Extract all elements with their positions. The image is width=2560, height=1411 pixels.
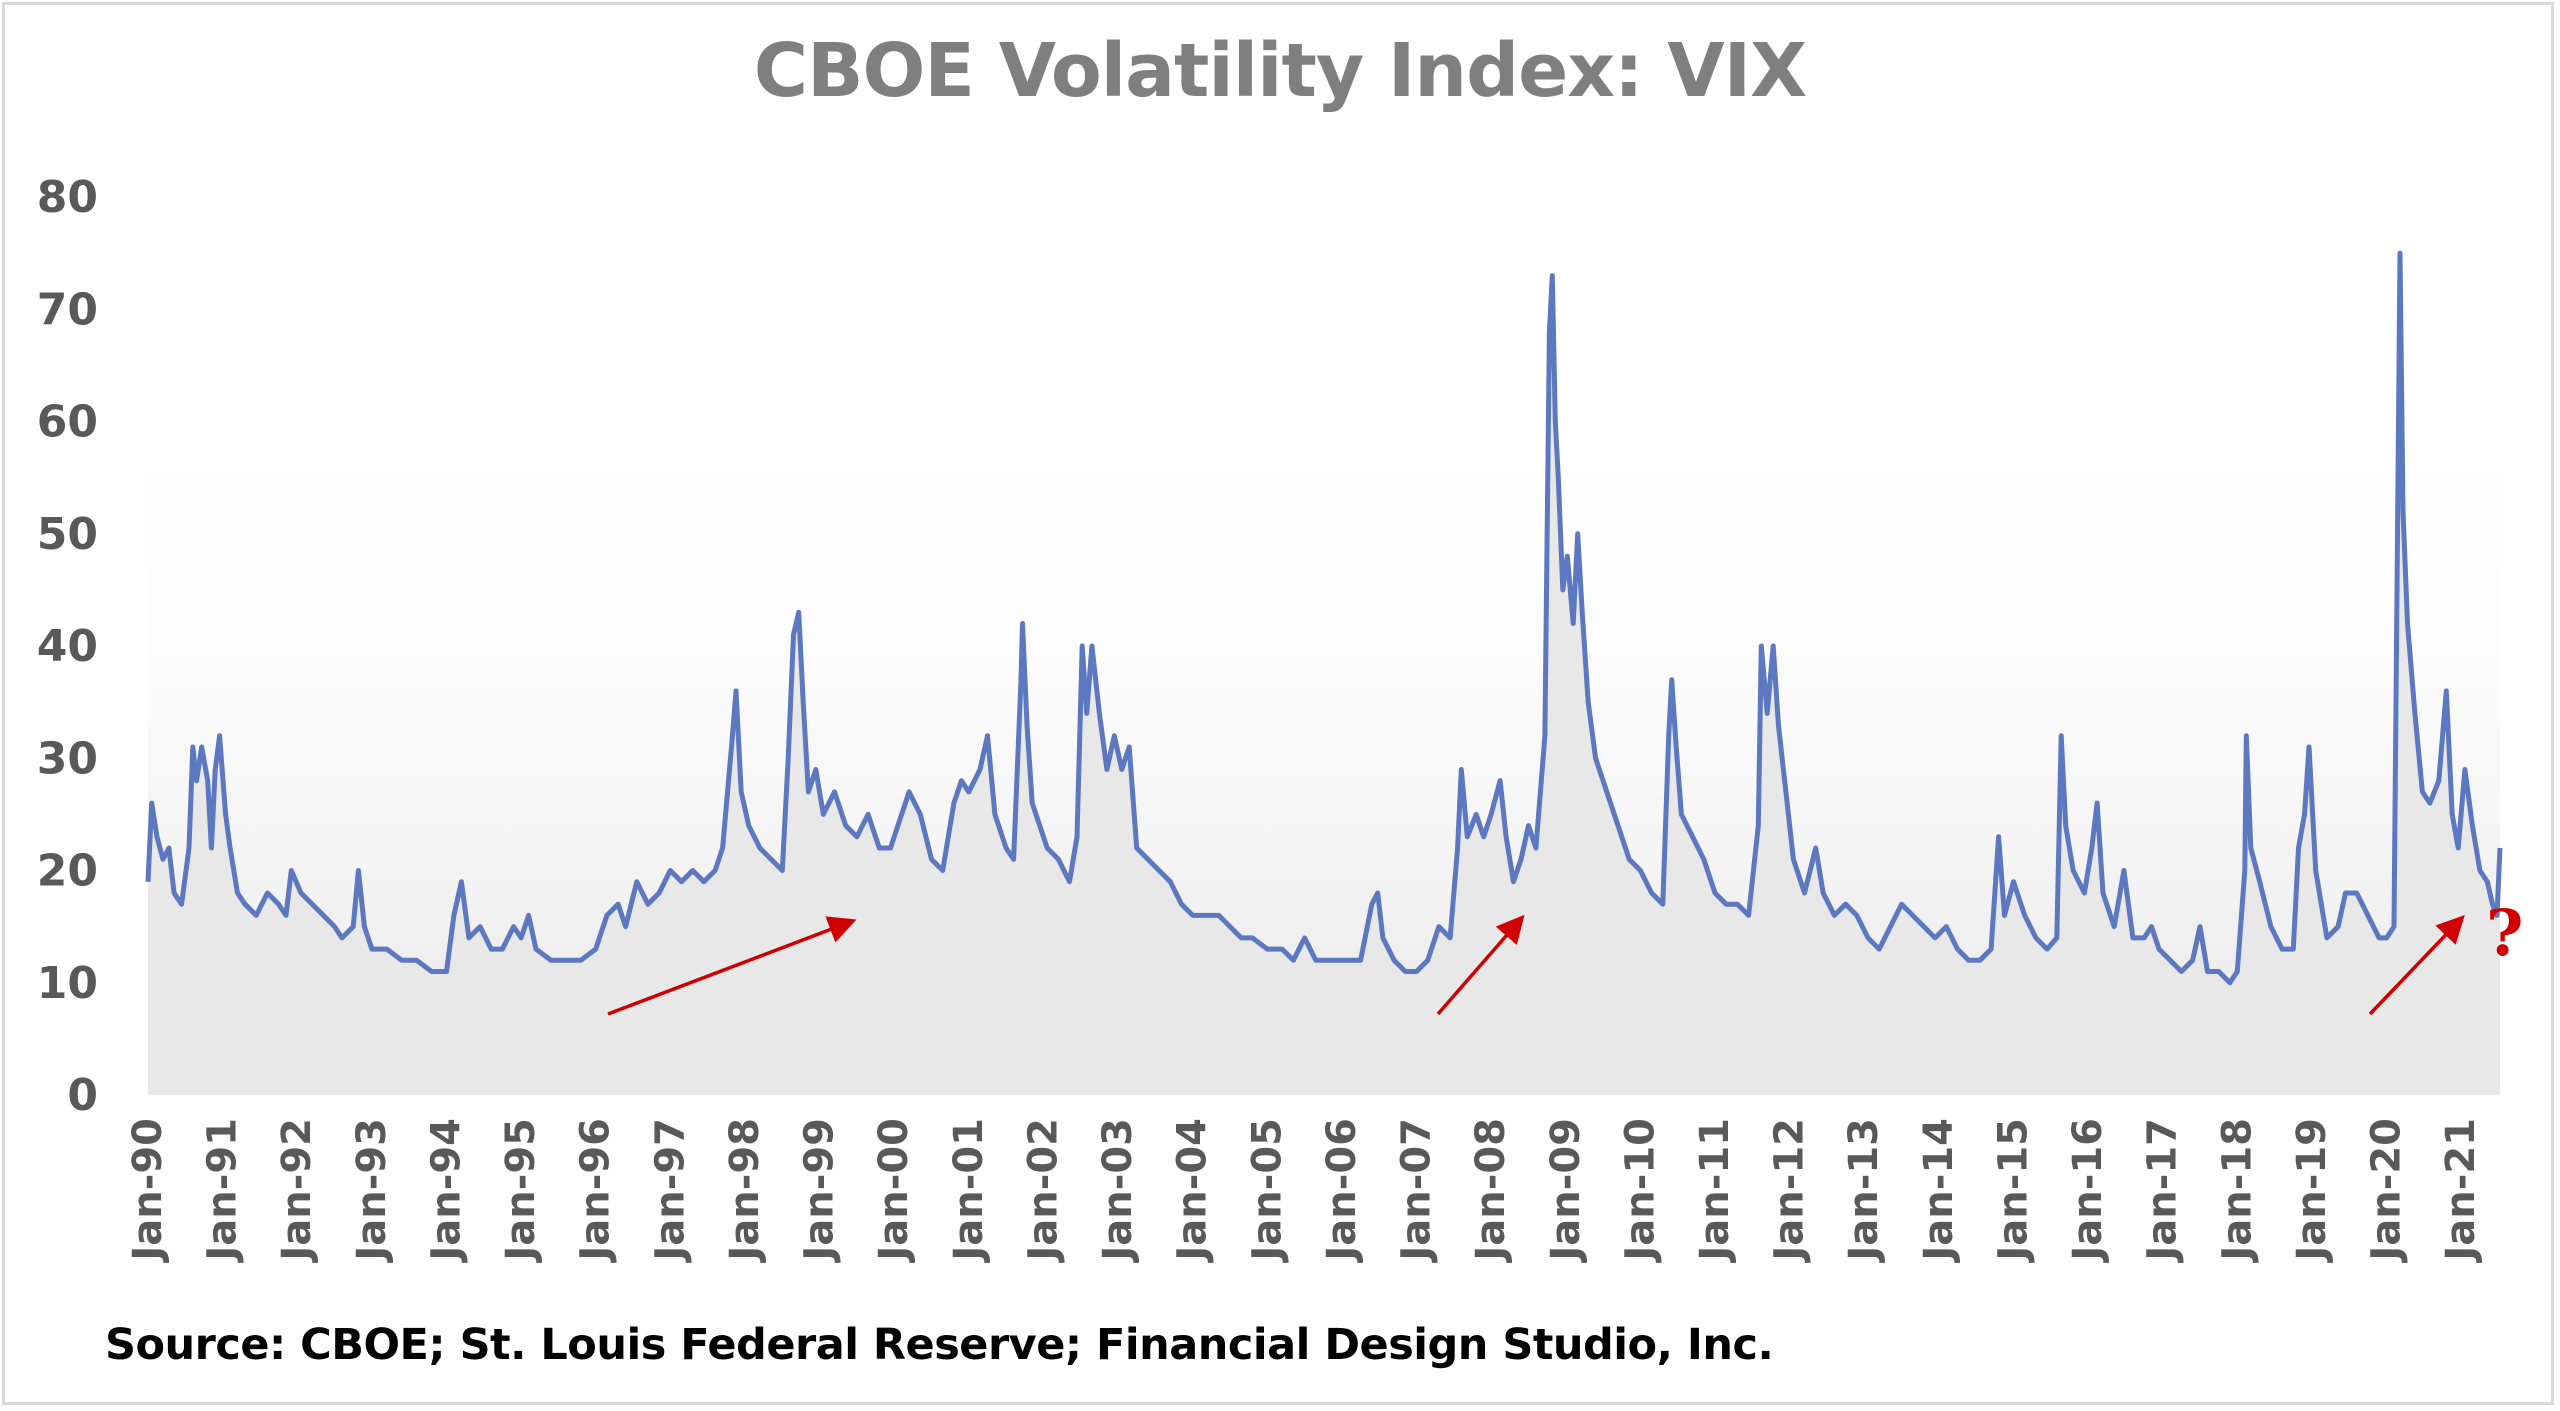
trend-arrow-2007 [1436,914,1525,1016]
x-tick-label: Jan-08 [1468,1118,1514,1264]
y-tick-label: 20 [37,846,98,897]
x-tick-label: Jan-92 [274,1118,320,1264]
vix-series-line [145,250,2503,986]
x-tick-label: Jan-02 [1020,1118,1066,1264]
y-tick-label: 80 [37,172,98,223]
x-tick-label: Jan-15 [1990,1118,2036,1264]
x-tick-label: Jan-97 [647,1118,693,1264]
series-area-fill [148,253,2500,1096]
x-tick-label: Jan-99 [797,1118,843,1264]
x-tick-label: Jan-03 [1095,1118,1141,1264]
trend-arrow-2021 [2368,914,2465,1016]
x-tick-label: Jan-18 [2214,1118,2260,1264]
x-tick-label: Jan-05 [1244,1118,1290,1264]
x-tick-label: Jan-09 [1543,1118,1589,1264]
x-tick-label: Jan-95 [498,1118,544,1264]
source-note: Source: CBOE; St. Louis Federal Reserve;… [105,1320,1774,1370]
y-tick-label: 50 [37,509,98,560]
y-tick-label: 0 [67,1070,98,1121]
x-tick-label: Jan-06 [1319,1118,1365,1264]
trend-arrow-1997 [607,916,857,1016]
x-tick-label: Jan-12 [1767,1118,1813,1264]
chart-title: CBOE Volatility Index: VIX [753,28,1807,114]
x-tick-label: Jan-98 [722,1118,768,1264]
x-tick-label: Jan-10 [1617,1118,1663,1264]
x-tick-label: Jan-17 [2140,1118,2186,1264]
x-tick-label: Jan-11 [1692,1118,1738,1264]
x-tick-label: Jan-91 [200,1118,246,1264]
x-tick-label: Jan-90 [125,1118,171,1264]
x-tick-label: Jan-19 [2289,1118,2335,1264]
y-tick-label: 60 [37,397,98,448]
y-tick-label: 40 [37,621,98,672]
y-tick-label: 10 [37,958,98,1009]
x-tick-label: Jan-20 [2364,1118,2410,1264]
question-mark-annotation: ? [2486,896,2524,971]
y-tick-label: 30 [37,733,98,784]
x-tick-label: Jan-07 [1394,1118,1440,1264]
x-tick-label: Jan-14 [1916,1118,1962,1264]
x-tick-label: Jan-00 [871,1118,917,1264]
x-tick-label: Jan-13 [1841,1118,1887,1264]
y-tick-label: 70 [37,284,98,335]
x-tick-label: Jan-96 [573,1118,619,1264]
x-tick-label: Jan-94 [423,1118,469,1264]
x-tick-label: Jan-21 [2438,1118,2484,1264]
x-tick-label: Jan-93 [349,1118,395,1264]
x-tick-label: Jan-04 [1170,1118,1216,1264]
x-tick-label: Jan-16 [2065,1118,2111,1264]
x-tick-label: Jan-01 [946,1118,992,1264]
